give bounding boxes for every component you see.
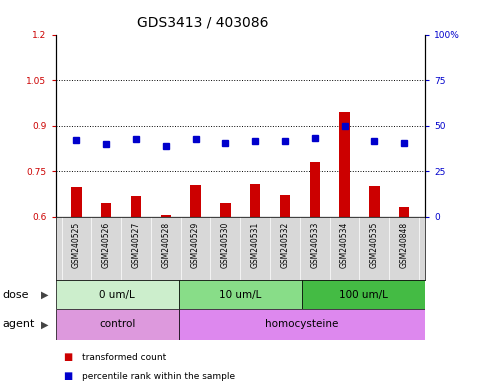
- Text: GSM240533: GSM240533: [310, 222, 319, 268]
- Bar: [250, 184, 260, 217]
- Bar: [160, 215, 171, 217]
- Text: 10 um/L: 10 um/L: [219, 290, 261, 300]
- Text: GSM240526: GSM240526: [102, 222, 111, 268]
- Text: GSM240528: GSM240528: [161, 222, 170, 268]
- Bar: [340, 112, 350, 217]
- Text: GSM240529: GSM240529: [191, 222, 200, 268]
- Text: ▶: ▶: [41, 319, 48, 329]
- Bar: [190, 185, 201, 217]
- Text: ■: ■: [63, 352, 72, 362]
- Text: GSM240525: GSM240525: [72, 222, 81, 268]
- Bar: [179, 309, 425, 340]
- Text: 100 um/L: 100 um/L: [339, 290, 388, 300]
- Bar: [56, 280, 179, 309]
- Text: GSM240848: GSM240848: [399, 222, 409, 268]
- Text: percentile rank within the sample: percentile rank within the sample: [82, 372, 235, 381]
- Bar: [302, 280, 425, 309]
- Bar: [56, 309, 179, 340]
- Text: homocysteine: homocysteine: [265, 319, 339, 329]
- Text: GSM240531: GSM240531: [251, 222, 260, 268]
- Text: GSM240534: GSM240534: [340, 222, 349, 268]
- Text: GSM240532: GSM240532: [281, 222, 289, 268]
- Text: transformed count: transformed count: [82, 353, 166, 362]
- Bar: [71, 187, 82, 217]
- Text: 0 um/L: 0 um/L: [99, 290, 135, 300]
- Bar: [179, 280, 302, 309]
- Text: dose: dose: [2, 290, 29, 300]
- Bar: [280, 195, 290, 217]
- Bar: [101, 203, 112, 217]
- Text: GSM240535: GSM240535: [370, 222, 379, 268]
- Bar: [310, 162, 320, 217]
- Bar: [131, 196, 141, 217]
- Bar: [399, 207, 410, 217]
- Bar: [220, 203, 230, 217]
- Text: GDS3413 / 403086: GDS3413 / 403086: [137, 15, 269, 29]
- Text: GSM240530: GSM240530: [221, 222, 230, 268]
- Bar: [369, 185, 380, 217]
- Text: control: control: [99, 319, 135, 329]
- Text: GSM240527: GSM240527: [131, 222, 141, 268]
- Text: agent: agent: [2, 319, 35, 329]
- Text: ■: ■: [63, 371, 72, 381]
- Text: ▶: ▶: [41, 290, 48, 300]
